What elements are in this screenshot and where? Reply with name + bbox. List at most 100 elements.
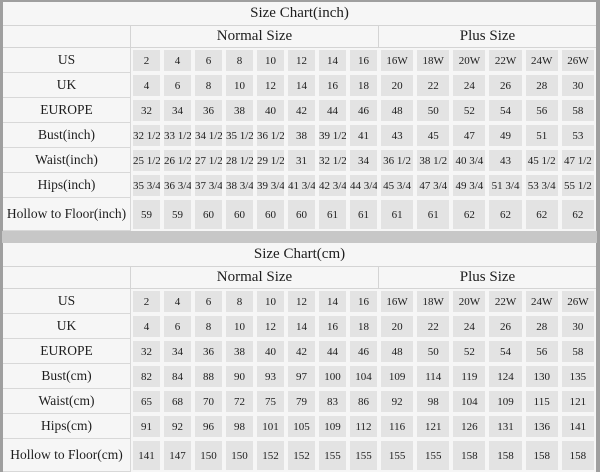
- size-value-cell: 26: [487, 73, 524, 98]
- corner-cell: [3, 26, 131, 48]
- size-row-label: EUROPE: [3, 339, 131, 364]
- size-value-cell: 20W: [451, 48, 488, 73]
- size-chart-inch-table: Size Chart(inch) Normal Size Plus Size US 2 4…: [3, 2, 596, 231]
- size-value-cell: 96: [193, 414, 224, 439]
- size-value-cell: 20: [379, 314, 416, 339]
- size-value-cell: 8: [224, 48, 255, 73]
- size-chart-cm-table: Size Chart(cm) Normal Size Plus Size US 2 4 6 8…: [3, 243, 596, 472]
- size-value-cell: 14: [286, 314, 317, 339]
- size-row-label: US: [3, 289, 131, 314]
- size-value-cell: 60: [255, 198, 286, 231]
- size-value-cell: 38: [224, 339, 255, 364]
- size-value-cell: 141: [131, 439, 162, 472]
- size-value-cell: 22W: [487, 289, 524, 314]
- size-value-cell: 61: [379, 198, 416, 231]
- size-value-cell: 83: [317, 389, 348, 414]
- size-value-cell: 33 1/2: [162, 123, 193, 148]
- size-value-cell: 124: [487, 364, 524, 389]
- size-value-cell: 93: [255, 364, 286, 389]
- size-value-cell: 18W: [415, 48, 452, 73]
- size-value-cell: 109: [379, 364, 416, 389]
- size-value-cell: 36 3/4: [162, 173, 193, 198]
- size-value-cell: 45: [415, 123, 452, 148]
- size-value-cell: 98: [224, 414, 255, 439]
- size-value-cell: 30: [559, 73, 596, 98]
- size-value-cell: 29 1/2: [255, 148, 286, 173]
- size-value-cell: 26 1/2: [162, 148, 193, 173]
- size-value-cell: 147: [162, 439, 193, 472]
- size-value-cell: 54: [487, 339, 524, 364]
- size-value-cell: 18: [348, 314, 379, 339]
- size-value-cell: 46: [348, 98, 379, 123]
- table-row: EUROPE 32 34 36 38 40 42 44 46 48 50 52 54 56 58: [3, 339, 596, 364]
- size-value-cell: 158: [487, 439, 524, 472]
- size-value-cell: 150: [224, 439, 255, 472]
- size-value-cell: 50: [415, 98, 452, 123]
- size-value-cell: 152: [286, 439, 317, 472]
- size-value-cell: 52: [451, 98, 488, 123]
- size-value-cell: 16: [348, 289, 379, 314]
- size-row-label: Hips(cm): [3, 414, 131, 439]
- size-value-cell: 135: [559, 364, 596, 389]
- size-row-label: EUROPE: [3, 98, 131, 123]
- size-value-cell: 131: [487, 414, 524, 439]
- size-value-cell: 84: [162, 364, 193, 389]
- size-value-cell: 112: [348, 414, 379, 439]
- size-row-label: Hollow to Floor(cm): [3, 439, 131, 472]
- size-value-cell: 40 3/4: [451, 148, 488, 173]
- size-value-cell: 49: [487, 123, 524, 148]
- size-value-cell: 92: [379, 389, 416, 414]
- size-value-cell: 61: [317, 198, 348, 231]
- table-row: Hips(inch) 35 3/4 36 3/4 37 3/4 38 3/4 39 3/4…: [3, 173, 596, 198]
- size-value-cell: 28 1/2: [224, 148, 255, 173]
- size-value-cell: 36: [193, 98, 224, 123]
- size-value-cell: 6: [162, 314, 193, 339]
- size-value-cell: 12: [255, 73, 286, 98]
- size-value-cell: 90: [224, 364, 255, 389]
- column-group-header: Normal Size: [131, 267, 379, 289]
- size-value-cell: 55 1/2: [559, 173, 596, 198]
- size-value-cell: 49 3/4: [451, 173, 488, 198]
- size-value-cell: 8: [224, 289, 255, 314]
- size-value-cell: 82: [131, 364, 162, 389]
- size-value-cell: 104: [451, 389, 488, 414]
- table-row: Bust(cm) 82 84 88 90 93 97 100 104 109 114 119 124 13…: [3, 364, 596, 389]
- size-value-cell: 43: [487, 148, 524, 173]
- table-row: US 2 4 6 8 10 12 14 16 16W 18W 20W 22W 24W 26W: [3, 289, 596, 314]
- size-value-cell: 61: [415, 198, 452, 231]
- size-value-cell: 61: [348, 198, 379, 231]
- size-value-cell: 51 3/4: [487, 173, 524, 198]
- size-value-cell: 40: [255, 339, 286, 364]
- size-value-cell: 4: [162, 289, 193, 314]
- size-value-cell: 24W: [523, 289, 560, 314]
- size-value-cell: 68: [162, 389, 193, 414]
- size-value-cell: 48: [379, 339, 416, 364]
- size-value-cell: 41 3/4: [286, 173, 317, 198]
- size-value-cell: 47 3/4: [415, 173, 452, 198]
- size-value-cell: 45 1/2: [523, 148, 560, 173]
- size-value-cell: 16: [317, 73, 348, 98]
- size-value-cell: 65: [131, 389, 162, 414]
- size-value-cell: 104: [348, 364, 379, 389]
- size-value-cell: 2: [131, 48, 162, 73]
- size-value-cell: 8: [193, 314, 224, 339]
- size-value-cell: 26W: [559, 289, 596, 314]
- table-row: Hollow to Floor(cm) 141 147 150 150 152 152 155…: [3, 439, 596, 472]
- size-value-cell: 20W: [451, 289, 488, 314]
- table-title: Size Chart(cm): [3, 243, 596, 267]
- size-value-cell: 59: [162, 198, 193, 231]
- size-value-cell: 34: [348, 148, 379, 173]
- size-value-cell: 56: [523, 98, 560, 123]
- size-value-cell: 4: [131, 73, 162, 98]
- size-value-cell: 16W: [379, 289, 416, 314]
- table-row: Bust(inch) 32 1/2 33 1/2 34 1/2 35 1/2 36 1/2…: [3, 123, 596, 148]
- size-value-cell: 34: [162, 98, 193, 123]
- size-value-cell: 155: [415, 439, 452, 472]
- size-value-cell: 97: [286, 364, 317, 389]
- size-value-cell: 109: [317, 414, 348, 439]
- size-value-cell: 54: [487, 98, 524, 123]
- size-value-cell: 4: [162, 48, 193, 73]
- table-row: EUROPE 32 34 36 38 40 42 44 46 48 50 52 54 56 58: [3, 98, 596, 123]
- size-value-cell: 47 1/2: [559, 148, 596, 173]
- size-row-label: Bust(inch): [3, 123, 131, 148]
